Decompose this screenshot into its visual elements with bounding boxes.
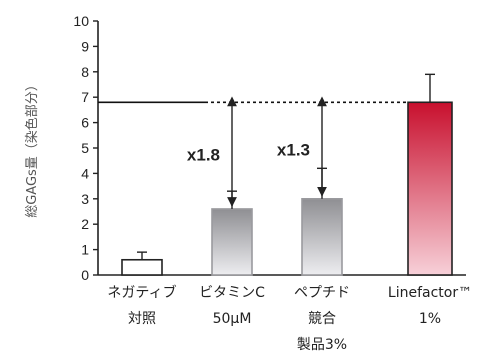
category-label: ビタミンC xyxy=(199,285,265,301)
y-tick-label: 5 xyxy=(81,140,89,156)
bars xyxy=(121,101,453,276)
y-tick-label: 2 xyxy=(81,216,89,232)
category-label: 製品3% xyxy=(297,337,347,353)
y-tick-label: 7 xyxy=(81,89,89,105)
annotations: x1.8 x1.3 xyxy=(187,96,327,207)
category-label: 1% xyxy=(419,311,441,327)
bar xyxy=(407,101,453,276)
fold-change-label: x1.3 xyxy=(277,141,310,160)
y-tick-label: 0 xyxy=(81,267,89,283)
y-tick-label: 6 xyxy=(81,115,89,131)
category-label: ネガティブ xyxy=(107,284,176,301)
y-axis-label-group: 総GAGs量（染色部分） xyxy=(24,78,40,218)
y-tick-label: 4 xyxy=(81,165,89,181)
y-axis-title: 総GAGs量（染色部分） xyxy=(24,78,40,218)
y-ticks: 0 1 2 3 4 5 6 7 8 9 10 xyxy=(73,13,98,283)
category-label: 競合 xyxy=(308,311,336,327)
category-label: ペプチド xyxy=(294,285,350,301)
y-tick-label: 8 xyxy=(81,64,89,80)
category-label: 対照 xyxy=(128,311,156,327)
category-label: Linefactor™ xyxy=(388,285,472,301)
y-tick-label: 9 xyxy=(81,38,89,54)
y-tick-label: 10 xyxy=(73,13,89,29)
bar xyxy=(301,198,343,276)
bar xyxy=(211,208,253,276)
y-tick-label: 3 xyxy=(81,191,89,207)
bar xyxy=(121,258,163,276)
y-tick-label: 1 xyxy=(81,242,89,258)
fold-change-label: x1.8 xyxy=(187,146,220,165)
category-label: 50μM xyxy=(213,311,252,327)
